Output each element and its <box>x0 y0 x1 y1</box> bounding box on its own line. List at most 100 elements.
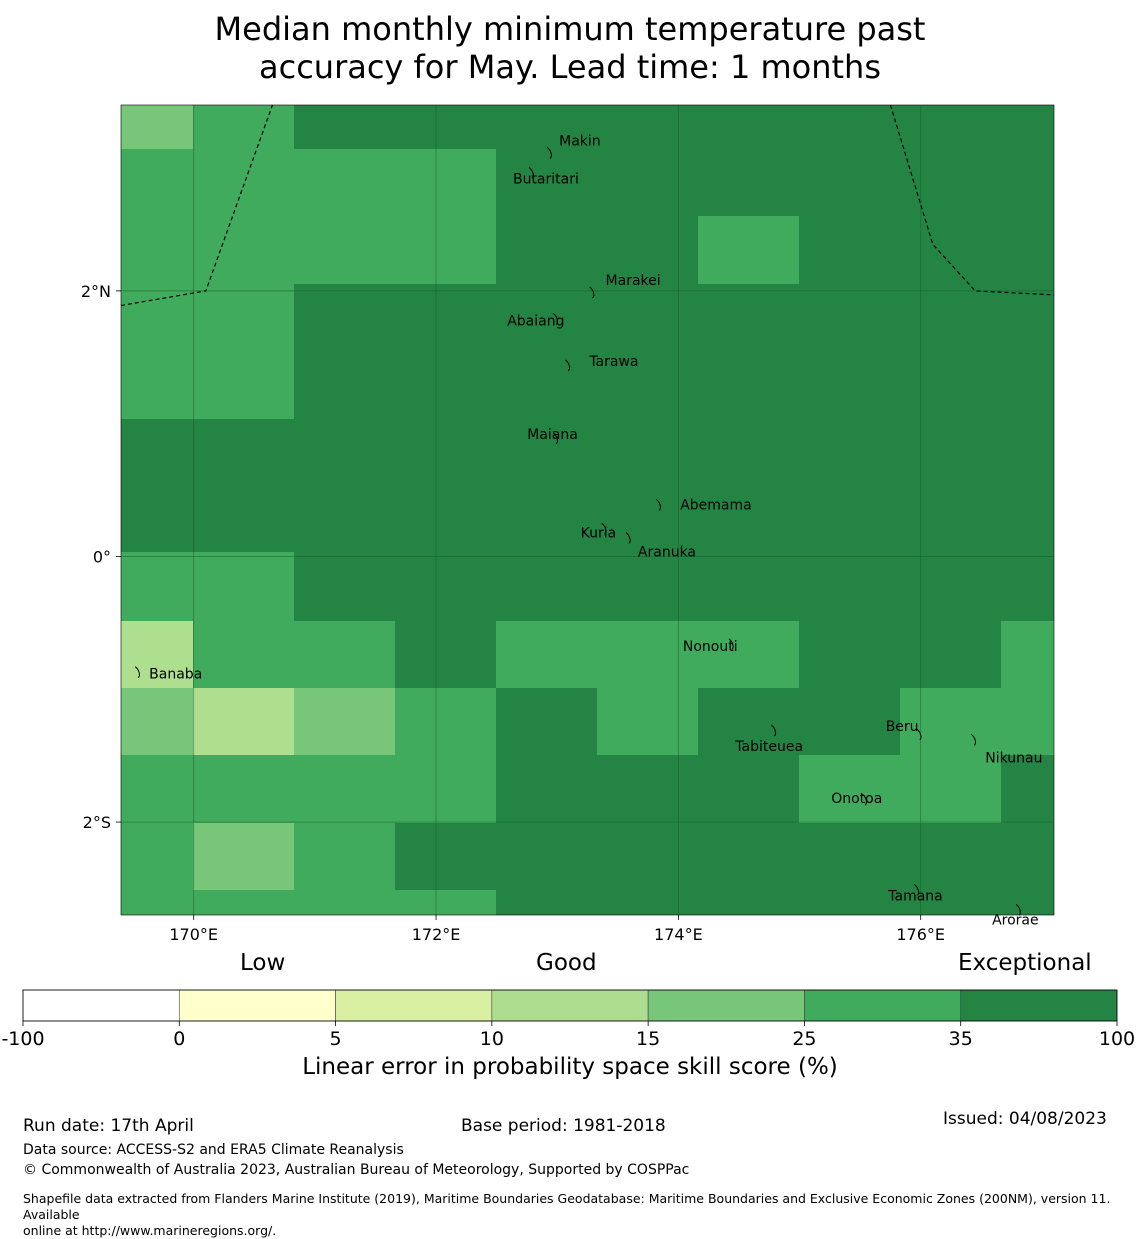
island-outline <box>552 313 559 325</box>
grid-cell <box>698 890 799 915</box>
grid-cell <box>193 688 294 755</box>
grid-cell <box>1001 284 1054 351</box>
grid-cell <box>496 890 597 915</box>
grid-cell <box>193 284 294 351</box>
grid-cell <box>121 621 193 688</box>
island-outline <box>655 498 662 511</box>
grid-cell <box>698 216 799 284</box>
grid-cell <box>395 823 496 890</box>
map-frame <box>120 104 1055 916</box>
boundary-line <box>889 104 1055 296</box>
island-outline <box>625 532 631 544</box>
grid-cell <box>496 149 597 216</box>
colorbar-tick-label: 0 <box>173 1028 185 1050</box>
grid-cell <box>799 688 900 755</box>
grid-cell <box>193 755 294 823</box>
colorbar-segment <box>804 989 962 1022</box>
colorbar-tick-label: 15 <box>636 1028 660 1050</box>
grid-cell <box>799 890 900 915</box>
island-label: Tarawa <box>588 354 638 370</box>
grid-cell <box>698 621 799 688</box>
grid-cell <box>1001 105 1054 149</box>
grid-cell <box>698 351 799 419</box>
island-label: Tamana <box>887 888 942 904</box>
grid-cell <box>1001 351 1054 419</box>
grid-cell <box>121 149 193 216</box>
island-outline <box>565 359 571 372</box>
grid-cell <box>294 105 395 149</box>
grid-cell <box>121 419 193 486</box>
island-labels: Makin Butaritari Marakei Abaiang Tarawa Maian… <box>134 133 1042 928</box>
grid-cell <box>294 149 395 216</box>
grid-cell <box>597 216 698 284</box>
shapefile-credit: Shapefile data extracted from Flanders M… <box>23 1191 1138 1239</box>
grid-cell <box>395 552 496 621</box>
island-outline <box>916 728 922 741</box>
grid-cell <box>121 823 193 890</box>
island-label: Abemama <box>680 497 752 513</box>
grid-cell <box>496 284 597 351</box>
island-label: Aranuka <box>638 545 696 561</box>
y-tick-label: 0° <box>93 547 111 566</box>
grid-cell <box>698 823 799 890</box>
grid-cell <box>193 621 294 688</box>
grid-cell <box>193 486 294 552</box>
grid-cell <box>496 621 597 688</box>
grid-cell <box>597 284 698 351</box>
colorbar-category-good: Good <box>536 950 597 976</box>
eez-boundaries <box>120 104 1055 307</box>
grid-cell <box>799 486 900 552</box>
grid-cell <box>900 351 1001 419</box>
grid-cell <box>193 216 294 284</box>
grid-cell <box>900 105 1001 149</box>
island-label: Abaiang <box>507 313 564 329</box>
skill-grid <box>121 105 1054 915</box>
y-tick-label: 2°S <box>83 813 111 832</box>
island-label: Maiana <box>527 427 578 443</box>
grid-cell <box>395 621 496 688</box>
island-label: Arorae <box>992 912 1039 928</box>
grid-cell <box>294 284 395 351</box>
grid-cell <box>193 552 294 621</box>
grid-cell <box>698 486 799 552</box>
grid-cell <box>799 149 900 216</box>
grid-cell <box>496 486 597 552</box>
island-label: Banaba <box>149 667 202 683</box>
grid-cell <box>900 688 1001 755</box>
grid-cell <box>395 419 496 486</box>
island-label: Tabiteuea <box>734 739 803 755</box>
grid-cell <box>294 890 395 915</box>
grid-cell <box>294 419 395 486</box>
grid-cell <box>294 823 395 890</box>
island-outline <box>552 432 559 445</box>
grid-cell <box>395 688 496 755</box>
colorbar-category-exceptional: Exceptional <box>958 950 1092 976</box>
grid-cell <box>193 419 294 486</box>
island-outline <box>861 793 868 806</box>
island-outline <box>913 884 920 896</box>
grid-cell <box>900 621 1001 688</box>
grid-cell <box>1001 149 1054 216</box>
grid-cell <box>799 419 900 486</box>
grid-cell <box>1001 552 1054 621</box>
grid-cell <box>294 216 395 284</box>
grid-cell <box>193 823 294 890</box>
island-label: Onotoa <box>831 791 882 807</box>
grid-cell <box>121 688 193 755</box>
island-outline <box>771 724 777 737</box>
grid-cell <box>597 419 698 486</box>
grid-cell <box>193 105 294 149</box>
shapefile-line-1: Shapefile data extracted from Flanders M… <box>23 1191 1111 1222</box>
island-outline <box>970 733 977 746</box>
y-axis-ticks: 2°N 0° 2°S <box>81 282 121 832</box>
grid-cell <box>799 823 900 890</box>
grid-cell <box>193 149 294 216</box>
boundary-line <box>120 104 274 307</box>
island-outline <box>528 166 534 179</box>
island-label: Marakei <box>606 273 661 289</box>
grid-cell <box>121 105 193 149</box>
grid-cell <box>193 890 294 915</box>
colorbar-category-low: Low <box>240 950 286 976</box>
grid-cell <box>799 105 900 149</box>
